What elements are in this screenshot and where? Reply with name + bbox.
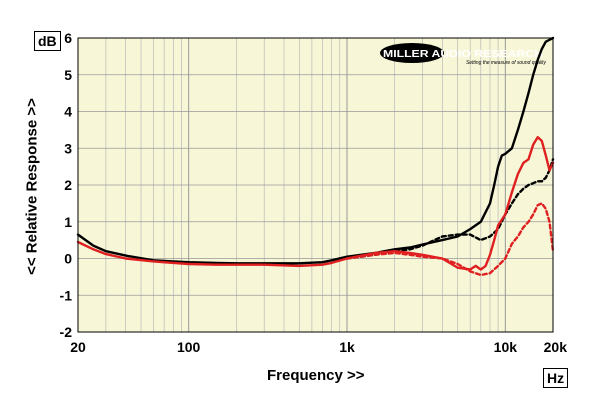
- y-tick-label: 4: [64, 104, 72, 120]
- logo-text: MILLER AUDIO RESEARCH: [383, 48, 543, 60]
- logo-ellipse: [380, 43, 444, 63]
- y-tick-label: 3: [64, 140, 72, 156]
- grid-lines: [78, 38, 553, 332]
- x-tick-label: 10k: [494, 339, 518, 355]
- y-tick-label: 6: [64, 30, 72, 46]
- x-tick-label: 1k: [339, 339, 355, 355]
- y-tick-label: 0: [64, 251, 72, 267]
- logo-tagline: Setting the measure of sound quality: [466, 60, 546, 66]
- series-line-4: [345, 202, 555, 277]
- y-unit-label: dB: [34, 31, 61, 51]
- y-tick-label: 5: [64, 67, 72, 83]
- y-tick-labels: 6 5 4 3 2 1 0 -1 -2: [60, 30, 73, 340]
- miller-audio-research-logo: MILLER AUDIO RESEARCH Setting the measur…: [380, 43, 546, 66]
- y-tick-label: -2: [60, 324, 73, 340]
- x-unit-label: Hz: [543, 368, 569, 388]
- x-tick-labels: 20 100 1k 10k 20k: [70, 339, 567, 355]
- x-tick-label: 20k: [544, 339, 568, 355]
- y-tick-label: -1: [60, 287, 73, 303]
- series-lines: [76, 36, 555, 277]
- y-axis-label: << Relative Response >>: [23, 98, 41, 275]
- y-tick-label: 1: [64, 214, 72, 230]
- x-tick-label: 20: [70, 339, 86, 355]
- y-tick-label: 2: [64, 177, 72, 193]
- series-line-3: [76, 136, 555, 271]
- plot-border: [77, 37, 554, 333]
- x-axis-label: Frequency >>: [267, 367, 365, 384]
- x-tick-label: 100: [177, 339, 201, 355]
- series-line-1: [76, 36, 555, 265]
